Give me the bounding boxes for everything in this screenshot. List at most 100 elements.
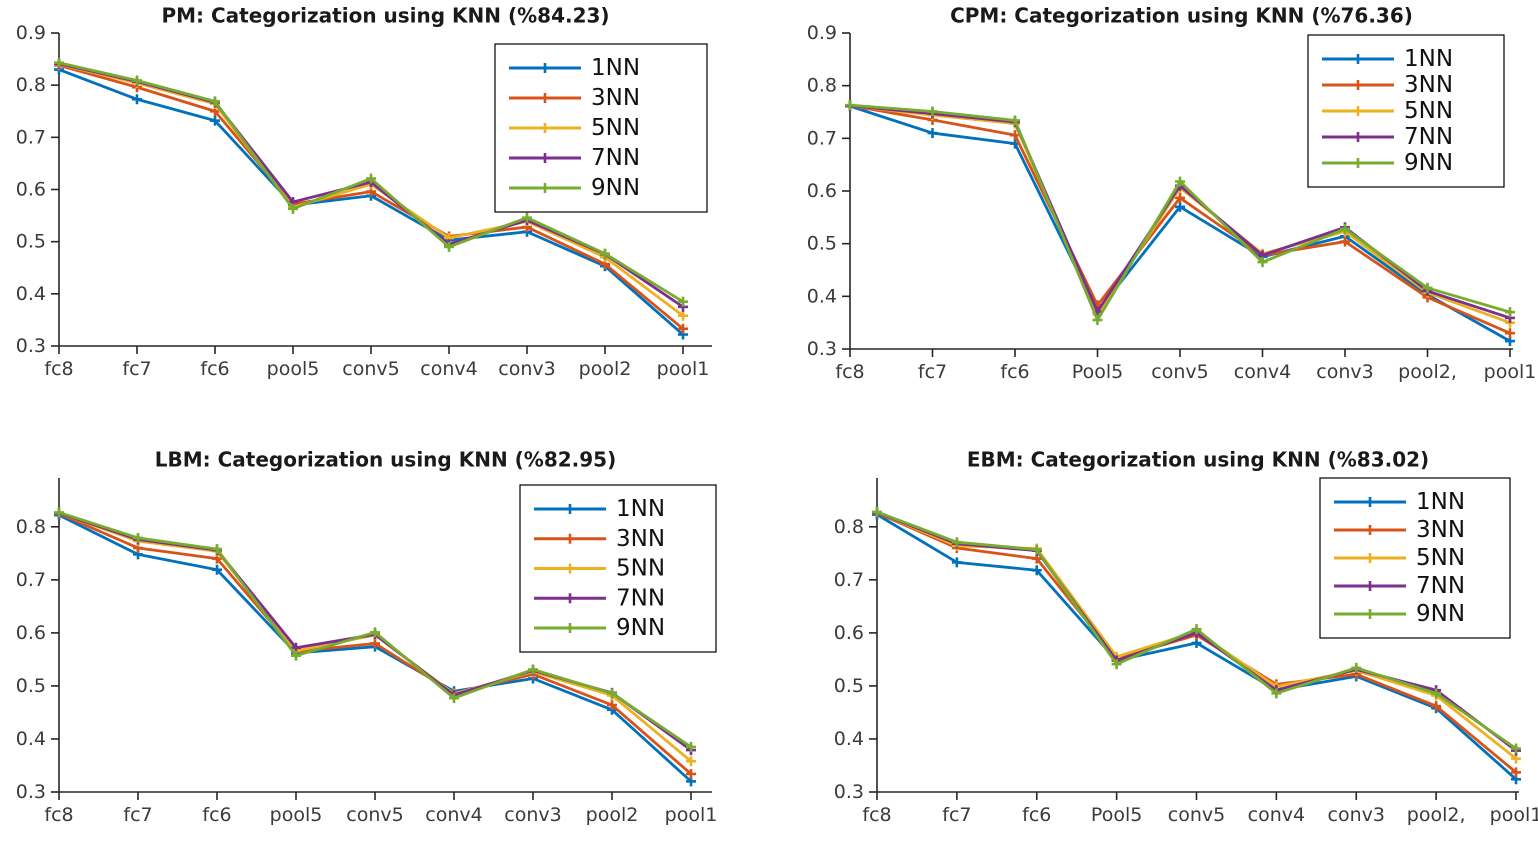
- marker-3NN-pool1: [678, 323, 688, 334]
- y-tick-label: 0.8: [16, 74, 46, 96]
- x-tick-label: conv3: [1316, 361, 1373, 383]
- legend-entry-3NN: 3NN: [509, 85, 640, 111]
- marker-9NN-conv4: [1271, 688, 1282, 699]
- legend-label: 9NN: [591, 175, 640, 201]
- chart-cpm: CPM: Categorization using KNN (%76.36) 0.…: [769, 0, 1538, 435]
- y-tick-label: 0.7: [807, 127, 837, 149]
- legend-label: 9NN: [1404, 150, 1453, 176]
- legend-marker-5NN: [565, 563, 575, 574]
- legend-marker-1NN: [1365, 497, 1375, 507]
- x-tick-label: fc6: [1000, 361, 1029, 383]
- chart-lbm: LBM: Categorization using KNN (%82.95) 0.…: [0, 440, 769, 845]
- x-tick-label: conv4: [1234, 361, 1291, 383]
- marker-9NN-conv3: [1340, 223, 1350, 234]
- chart-title: CPM: Categorization using KNN (%76.36): [950, 4, 1413, 28]
- y-tick-label: 0.5: [834, 675, 864, 697]
- x-tick-label: Pool5: [1072, 361, 1123, 383]
- y-tick-label: 0.5: [16, 231, 46, 253]
- marker-3NN-pool1: [686, 768, 696, 779]
- marker-9NN-fc6: [210, 96, 220, 107]
- x-tick-label: pool1: [1490, 804, 1538, 826]
- legend-entry-5NN: 5NN: [1322, 98, 1453, 124]
- x-tick-label: fc6: [200, 358, 229, 380]
- marker-1NN-fc7: [132, 94, 142, 105]
- x-tick-label: conv4: [1248, 804, 1305, 826]
- marker-9NN-fc6: [1031, 544, 1042, 555]
- legend-label: 5NN: [1404, 98, 1453, 124]
- marker-9NN-Pool5: [1111, 659, 1122, 670]
- legend-entry-9NN: 9NN: [534, 615, 665, 641]
- legend-label: 9NN: [616, 615, 665, 641]
- legend-entry-5NN: 5NN: [509, 115, 640, 141]
- legend-label: 7NN: [591, 145, 640, 171]
- y-tick-label: 0.8: [16, 516, 46, 538]
- y-tick-label: 0.7: [16, 569, 46, 591]
- legend-label: 7NN: [1404, 124, 1453, 150]
- y-tick-label: 0.8: [807, 75, 837, 97]
- y-tick-label: 0.3: [16, 335, 46, 357]
- legend-entry-1NN: 1NN: [534, 496, 665, 522]
- marker-1NN-fc7: [951, 557, 962, 568]
- chart-pm: PM: Categorization using KNN (%84.23) 0.9…: [0, 0, 769, 435]
- marker-1NN-fc6: [210, 115, 220, 126]
- marker-9NN-pool2: [607, 688, 617, 699]
- x-tick-label: fc6: [1022, 804, 1051, 826]
- marker-9NN-conv4: [449, 693, 459, 704]
- x-tick-label: fc8: [44, 804, 73, 826]
- marker-3NN-pool1: [1505, 328, 1515, 339]
- legend-entry-3NN: 3NN: [1334, 517, 1465, 543]
- legend-label: 3NN: [1416, 517, 1465, 543]
- legend-label: 3NN: [1404, 72, 1453, 98]
- legend-entry-7NN: 7NN: [534, 585, 665, 611]
- marker-9NN-conv3: [522, 212, 532, 223]
- chart-title: LBM: Categorization using KNN (%82.95): [155, 448, 616, 472]
- legend-marker-3NN: [1365, 525, 1375, 535]
- legend-marker-5NN: [1353, 106, 1363, 116]
- marker-1NN-fc7: [927, 128, 938, 139]
- legend-marker-3NN: [565, 533, 575, 544]
- marker-9NN-fc7: [927, 106, 938, 117]
- legend-entry-7NN: 7NN: [1334, 573, 1465, 599]
- legend-label: 7NN: [1416, 573, 1465, 599]
- series-9NN: [54, 57, 688, 307]
- x-tick-label: conv5: [342, 358, 399, 380]
- marker-5NN-pool1: [678, 310, 688, 321]
- marker-3NN-conv5: [370, 638, 380, 649]
- x-tick-label: conv5: [1168, 804, 1225, 826]
- legend-label: 5NN: [591, 115, 640, 141]
- x-tick-label: pool2: [586, 804, 639, 826]
- x-tick-label: pool1: [665, 804, 718, 826]
- x-tick-label: pool5: [270, 804, 323, 826]
- marker-9NN-conv4: [444, 241, 454, 252]
- legend-marker-5NN: [1365, 553, 1375, 563]
- marker-9NN-conv5: [1175, 176, 1185, 187]
- marker-9NN-conv5: [370, 627, 380, 638]
- chart-svg: EBM: Categorization using KNN (%83.02) 0.…: [834, 448, 1538, 827]
- marker-9NN-fc8: [845, 100, 855, 111]
- series-9NN: [845, 100, 1515, 326]
- x-tick-label: fc8: [44, 358, 73, 380]
- legend-entry-1NN: 1NN: [1322, 46, 1453, 72]
- marker-1NN-fc6: [1031, 565, 1042, 576]
- marker-9NN-pool2,: [1431, 688, 1442, 699]
- chart-ebm: EBM: Categorization using KNN (%83.02) 0.…: [769, 440, 1538, 845]
- legend-label: 1NN: [616, 496, 665, 522]
- x-tick-label: conv4: [420, 358, 477, 380]
- legend-marker-5NN: [540, 123, 550, 133]
- y-tick-label: 0.7: [834, 569, 864, 591]
- legend-marker-1NN: [1353, 54, 1363, 64]
- x-tick-label: fc7: [942, 804, 971, 826]
- legend-entry-5NN: 5NN: [1334, 545, 1465, 571]
- legend-label: 9NN: [1416, 601, 1465, 627]
- marker-9NN-conv5: [366, 173, 376, 184]
- y-tick-label: 0.4: [16, 728, 46, 750]
- legend-entry-9NN: 9NN: [509, 175, 640, 201]
- legend-entry-9NN: 9NN: [1322, 150, 1453, 176]
- marker-3NN-conv5: [1175, 192, 1185, 203]
- x-tick-label: conv3: [1328, 804, 1385, 826]
